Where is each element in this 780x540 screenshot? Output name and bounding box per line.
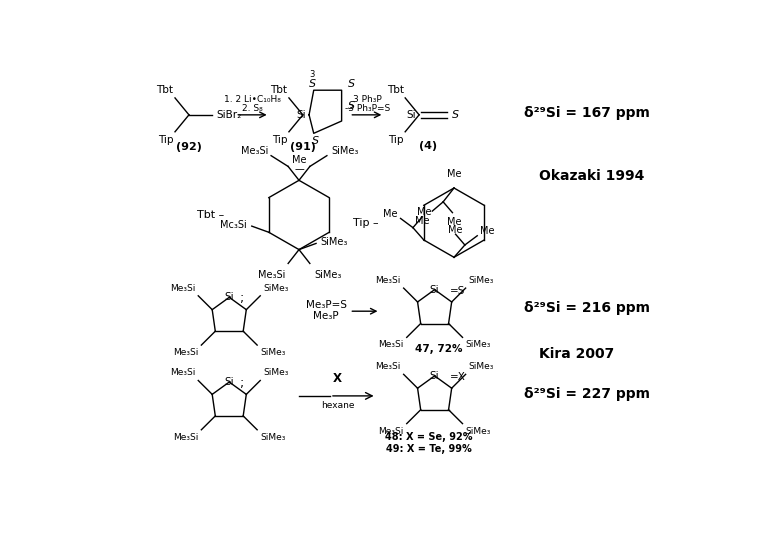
Text: Me: Me: [292, 155, 307, 165]
Text: Tbt: Tbt: [157, 85, 173, 95]
Text: 3: 3: [310, 70, 315, 79]
Text: Tip: Tip: [388, 135, 403, 145]
Text: Me₃Si: Me₃Si: [378, 340, 403, 349]
Text: SiMe₃: SiMe₃: [466, 340, 491, 349]
Text: Okazaki 1994: Okazaki 1994: [539, 170, 644, 184]
Text: ;: ;: [240, 377, 244, 390]
Text: 1. 2 Li•C₁₀H₈: 1. 2 Li•C₁₀H₈: [224, 95, 281, 104]
Text: Me₃Si: Me₃Si: [170, 368, 195, 377]
Text: Me₃P=S: Me₃P=S: [306, 300, 346, 310]
Text: SiMe₃: SiMe₃: [469, 362, 494, 372]
Text: 48: X = Se, 92%: 48: X = Se, 92%: [385, 432, 472, 442]
Text: Me₃Si: Me₃Si: [173, 433, 198, 442]
Text: Si: Si: [296, 110, 306, 120]
Text: (4): (4): [420, 140, 438, 151]
Text: Me₃Si: Me₃Si: [375, 276, 400, 285]
Text: X: X: [333, 372, 342, 385]
Text: Tip: Tip: [158, 135, 173, 145]
Text: SiMe₃: SiMe₃: [466, 427, 491, 436]
Text: Me₃Si: Me₃Si: [257, 269, 285, 280]
Text: Me: Me: [480, 226, 495, 236]
Text: Tbt: Tbt: [271, 85, 287, 95]
Text: SiMe₃: SiMe₃: [469, 276, 494, 285]
Text: Me: Me: [447, 169, 461, 179]
Text: S: S: [312, 136, 319, 146]
Text: Me₃Si: Me₃Si: [173, 348, 198, 357]
Text: Me: Me: [447, 217, 461, 227]
Text: SiMe₃: SiMe₃: [261, 433, 285, 442]
Text: SiMe₃: SiMe₃: [264, 368, 289, 377]
Text: ;: ;: [240, 292, 244, 306]
Text: 49: X = Te, 99%: 49: X = Te, 99%: [385, 444, 471, 454]
Text: Si: Si: [225, 292, 234, 302]
Text: Mc₃Si: Mc₃Si: [220, 220, 247, 229]
Text: SiMe₃: SiMe₃: [261, 348, 285, 357]
Text: Tip: Tip: [272, 135, 287, 145]
Text: Tip –: Tip –: [353, 218, 379, 228]
Text: SiMe₃: SiMe₃: [314, 269, 342, 280]
Text: Si: Si: [430, 285, 439, 295]
Text: Tbt –: Tbt –: [197, 210, 224, 220]
Text: SiBr₂: SiBr₂: [216, 110, 241, 120]
Text: 3 Ph₃P: 3 Ph₃P: [353, 95, 381, 104]
Text: -3 Ph₃P=S: -3 Ph₃P=S: [345, 104, 390, 112]
Text: Si: Si: [225, 377, 234, 387]
Text: SiMe₃: SiMe₃: [321, 237, 348, 247]
Text: δ²⁹Si = 167 ppm: δ²⁹Si = 167 ppm: [523, 105, 650, 119]
Text: Me₃P: Me₃P: [314, 311, 339, 321]
Text: 2. S₈: 2. S₈: [242, 104, 263, 112]
Text: Me₃Si: Me₃Si: [170, 284, 195, 293]
Text: S: S: [309, 79, 316, 89]
Text: Tbt: Tbt: [387, 85, 403, 95]
Text: Me₃Si: Me₃Si: [240, 146, 268, 156]
Text: S: S: [348, 79, 355, 89]
Text: (91): (91): [290, 142, 316, 152]
Text: =S: =S: [450, 286, 466, 296]
Text: Me: Me: [383, 209, 398, 219]
Text: Me: Me: [415, 215, 429, 226]
Text: =X: =X: [450, 373, 466, 382]
Text: Si: Si: [406, 110, 416, 120]
Text: S: S: [452, 110, 459, 120]
Text: Me₃Si: Me₃Si: [378, 427, 403, 436]
Text: Kira 2007: Kira 2007: [539, 347, 615, 361]
Text: S: S: [348, 100, 355, 111]
Text: Me: Me: [417, 207, 431, 217]
Text: (92): (92): [176, 142, 202, 152]
Text: δ²⁹Si = 227 ppm: δ²⁹Si = 227 ppm: [523, 387, 650, 401]
Text: 47, 72%: 47, 72%: [415, 343, 463, 354]
Text: SiMe₃: SiMe₃: [332, 146, 359, 156]
Text: —: —: [294, 164, 304, 174]
Text: Me₃Si: Me₃Si: [375, 362, 400, 372]
Text: SiMe₃: SiMe₃: [264, 284, 289, 293]
Text: hexane: hexane: [321, 401, 354, 409]
Text: δ²⁹Si = 216 ppm: δ²⁹Si = 216 ppm: [523, 301, 650, 315]
Text: Si: Si: [430, 371, 439, 381]
Text: Me: Me: [448, 225, 463, 234]
